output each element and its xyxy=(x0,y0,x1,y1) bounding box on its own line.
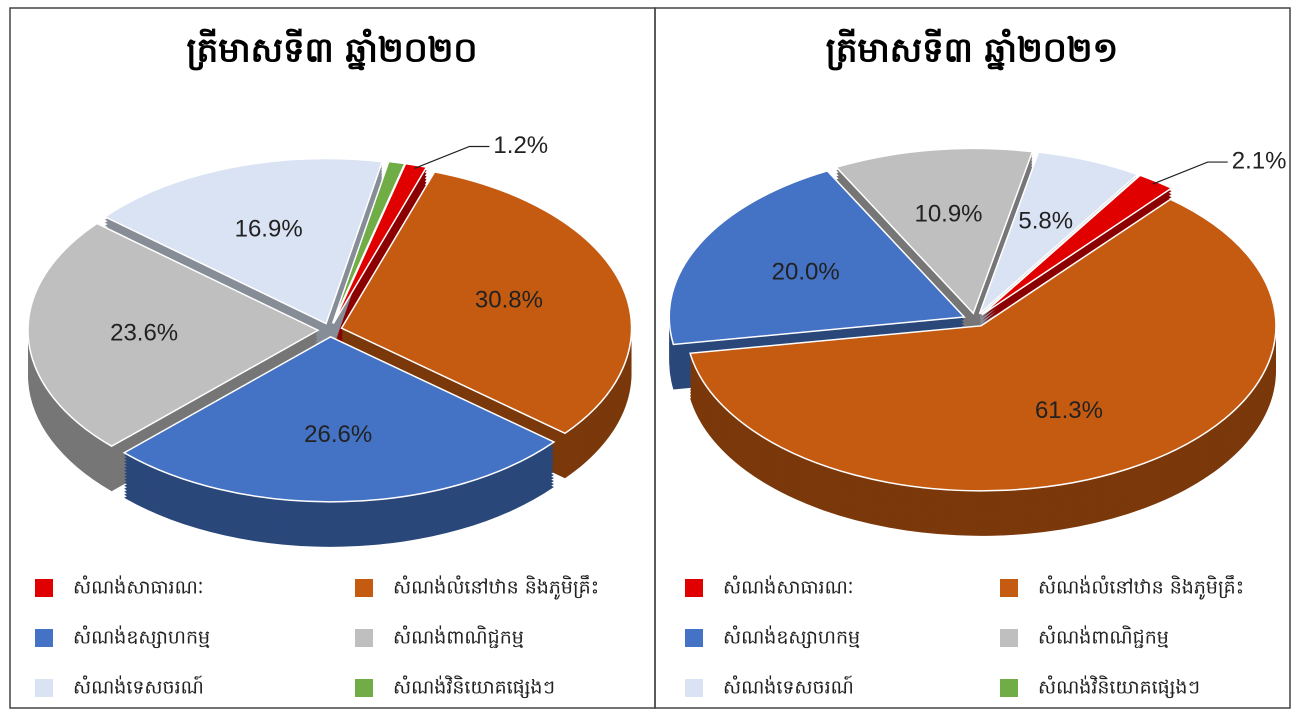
legend-label: សំណង់វិនិយោគផ្សេងៗ xyxy=(1038,675,1200,699)
slice xyxy=(122,335,556,503)
slice xyxy=(689,198,1277,492)
leader-line xyxy=(1152,161,1228,185)
legend-swatch xyxy=(35,579,53,597)
slice-side-layer xyxy=(333,175,427,336)
data-label: 5.8% xyxy=(1018,207,1073,234)
legend-swatch xyxy=(1000,629,1018,647)
slice-side-layer xyxy=(333,172,427,333)
chart-title: ត្រីមាសទី៣ ឆ្នាំ២០២១ xyxy=(826,29,1119,71)
slice xyxy=(331,160,406,324)
legend-label: សំណង់វិនិយោគផ្សេងៗ xyxy=(393,675,555,699)
data-label: 16.9% xyxy=(235,215,303,242)
panel xyxy=(654,7,1291,709)
slice xyxy=(981,174,1174,316)
slice xyxy=(340,171,633,435)
data-label: 10.9% xyxy=(914,201,982,228)
legend-swatch xyxy=(1000,679,1018,697)
legend-label: សំណង់ពាណិជ្ជកម្ម xyxy=(393,625,524,649)
legend-label: សំណង់សាធារណៈ xyxy=(73,575,204,599)
legend-swatch xyxy=(685,579,703,597)
data-label: 1.2% xyxy=(493,132,548,159)
legend-label: សំណង់ឧស្សាហកម្ម xyxy=(73,625,210,649)
legend-swatch xyxy=(1000,579,1018,597)
legend-swatch xyxy=(685,629,703,647)
data-label: 30.8% xyxy=(475,286,543,313)
data-label: 2.1% xyxy=(1232,147,1287,174)
legend-label: សំណង់ទេសចរណ៍ xyxy=(723,675,854,699)
legend-swatch xyxy=(355,629,373,647)
data-label: 20.0% xyxy=(772,258,840,285)
leader-line xyxy=(414,145,490,170)
data-label: 26.6% xyxy=(304,421,372,448)
slice-side-layer xyxy=(333,178,427,339)
legend-swatch xyxy=(35,679,53,697)
legend-label: សំណង់ទេសចរណ៍ xyxy=(73,675,204,699)
legend-swatch xyxy=(355,679,373,697)
slice xyxy=(27,222,320,448)
legend-label: សំណង់ពាណិជ្ជកម្ម xyxy=(1038,625,1169,649)
slice xyxy=(834,147,1034,315)
slice xyxy=(332,162,428,324)
slice xyxy=(668,170,966,346)
legend-swatch xyxy=(355,579,373,597)
legend-label: សំណង់សាធារណៈ xyxy=(723,575,854,599)
legend-label: សំណង់លំនៅឋាន និងភូមិគ្រឹះ xyxy=(1038,575,1244,601)
slice xyxy=(978,151,1140,315)
legend-label: សំណង់លំនៅឋាន និងភូមិគ្រឹះ xyxy=(393,575,599,601)
legend-swatch xyxy=(35,629,53,647)
legend-swatch xyxy=(685,679,703,697)
data-label: 23.6% xyxy=(110,319,178,346)
slice-side-layer xyxy=(333,169,427,330)
data-label: 61.3% xyxy=(1035,397,1103,424)
chart-title: ត្រីមាសទី៣ ឆ្នាំ២០២០ xyxy=(187,29,478,71)
legend-label: សំណង់ឧស្សាហកម្ម xyxy=(723,625,860,649)
slice xyxy=(103,157,384,325)
